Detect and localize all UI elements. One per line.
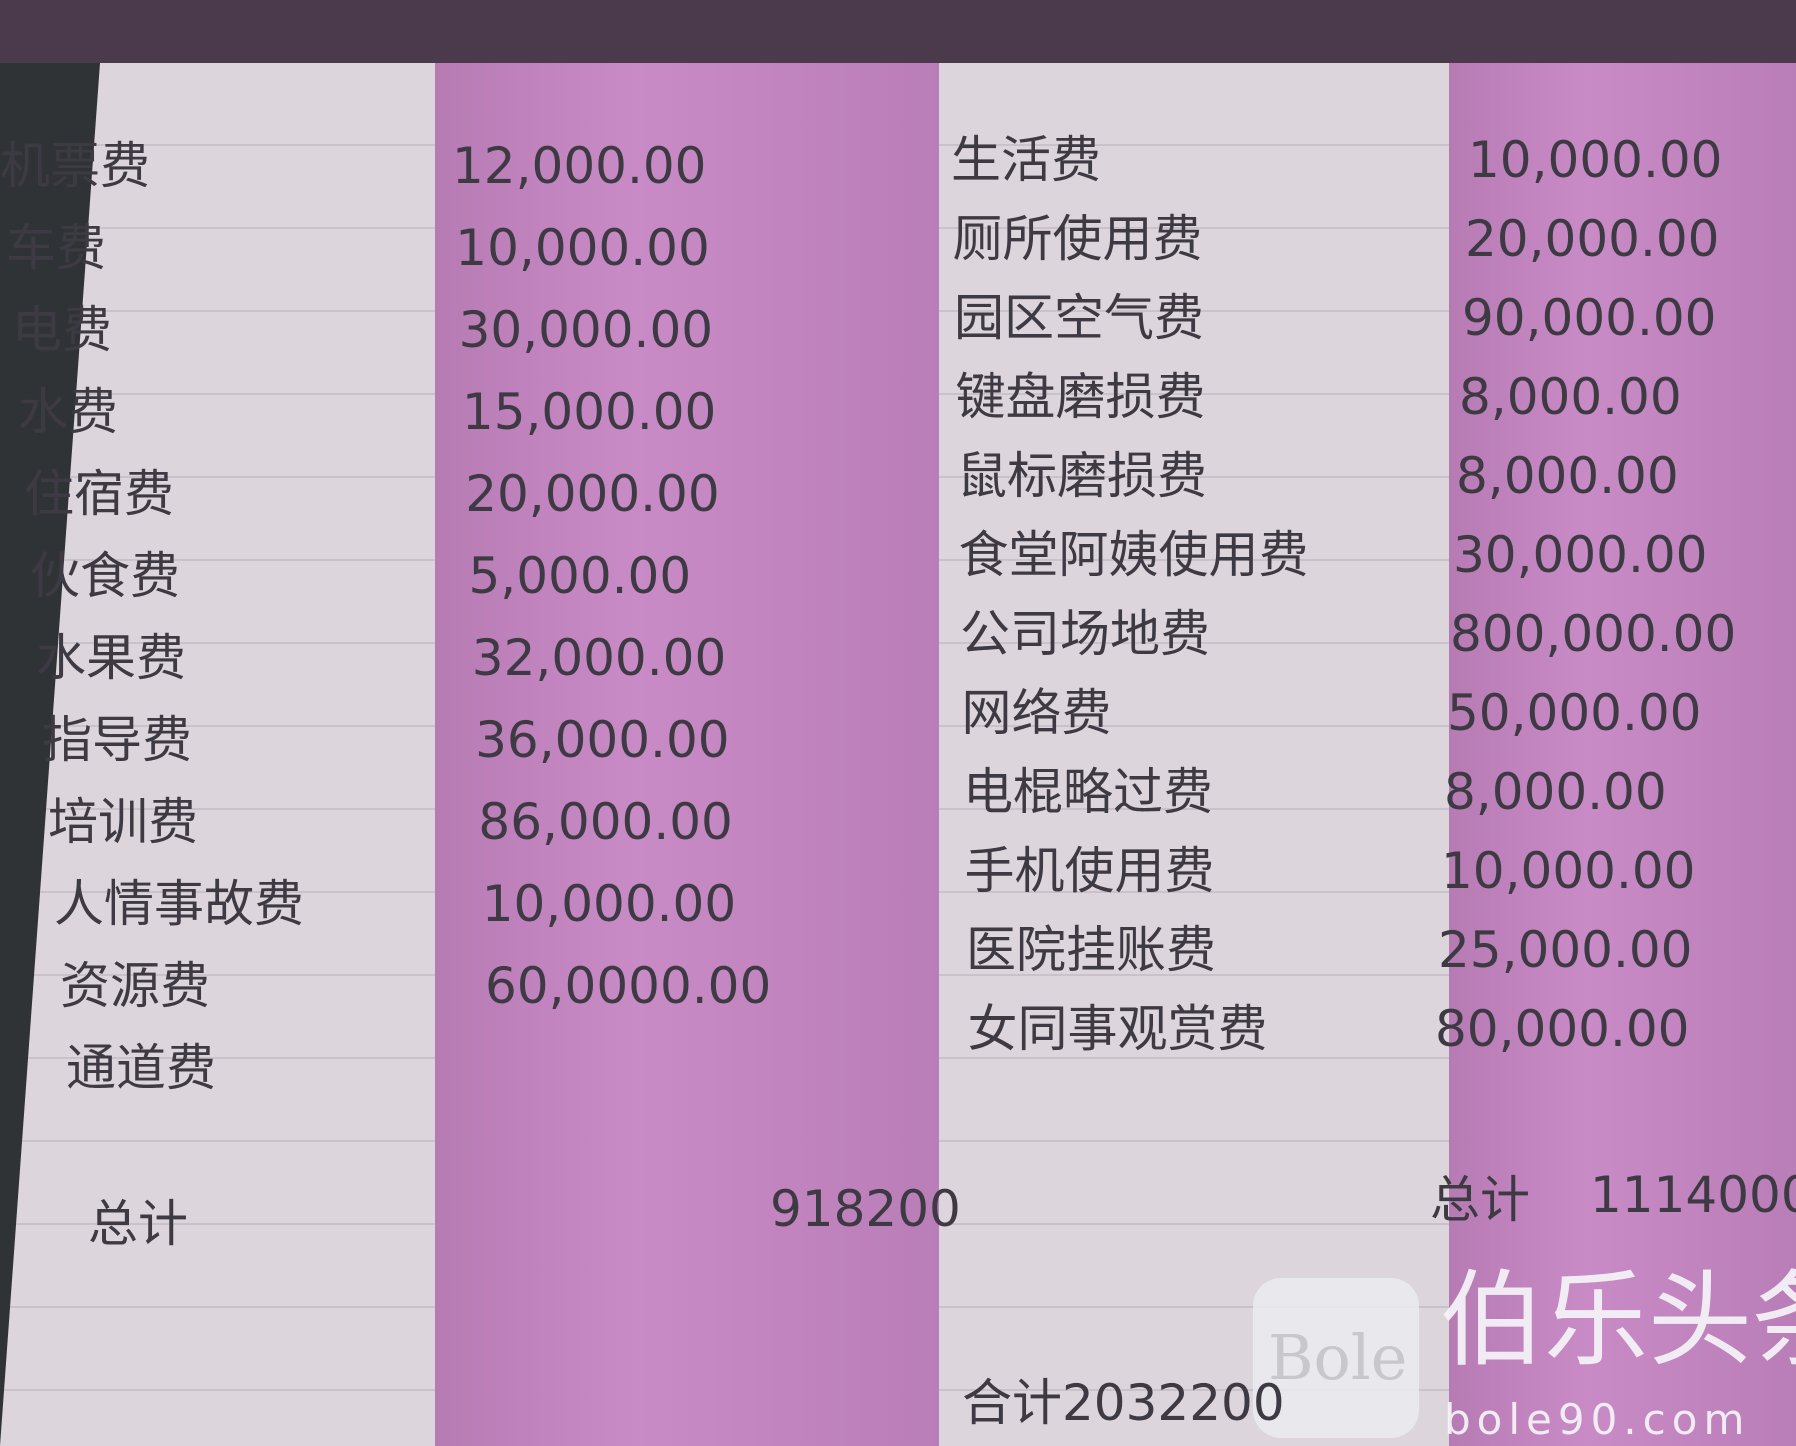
- row-value: 60,0000.00: [485, 957, 772, 1015]
- row-label: 公司场地费: [960, 605, 1210, 663]
- row-value: 8,000.00: [1444, 763, 1667, 821]
- row-value: 30,000.00: [458, 301, 714, 359]
- pink-column: [1449, 63, 1796, 1446]
- watermark-logo-box: [1253, 1278, 1419, 1438]
- row-label: 生活费: [951, 131, 1101, 189]
- row-value: 12,000.00: [452, 137, 707, 195]
- row-label: 人情事故费: [54, 875, 304, 933]
- row-value: 10,000.00: [481, 875, 737, 933]
- grand-total: 合计2032200: [962, 1374, 1285, 1432]
- row-value: 25,000.00: [1438, 921, 1693, 979]
- total-value: 1114000: [1590, 1166, 1796, 1224]
- row-label: 机票费: [0, 137, 150, 195]
- total-label: 总计: [88, 1195, 188, 1253]
- pink-column: [435, 63, 939, 1446]
- row-value: 10,000.00: [1441, 842, 1696, 900]
- row-value: 20,000.00: [465, 465, 720, 523]
- row-label: 资源费: [60, 957, 210, 1015]
- total-label: 总计: [1430, 1171, 1530, 1229]
- row-label: 键盘磨损费: [955, 368, 1206, 426]
- row-value: 15,000.00: [461, 383, 717, 441]
- watermark-url: bole90.com: [1444, 1395, 1751, 1444]
- row-label: 电费: [12, 301, 112, 359]
- row-label: 鼠标磨损费: [957, 447, 1207, 505]
- row-label: 培训费: [48, 793, 198, 851]
- row-value: 8,000.00: [1459, 368, 1682, 426]
- row-value: 30,000.00: [1453, 526, 1708, 584]
- row-label: 通道费: [66, 1039, 216, 1097]
- row-value: 800,000.00: [1450, 605, 1737, 663]
- row-value: 86,000.00: [478, 793, 733, 851]
- row-value: 8,000.00: [1456, 447, 1679, 505]
- row-label: 电棍略过费: [963, 763, 1213, 821]
- watermark-name: 伯乐头条: [1440, 1259, 1796, 1381]
- row-label: 车费: [6, 219, 106, 277]
- row-label: 食堂阿姨使用费: [958, 526, 1309, 584]
- row-value: 90,000.00: [1462, 289, 1717, 347]
- row-label: 园区空气费: [954, 289, 1204, 347]
- row-label: 水费: [18, 383, 118, 441]
- row-label: 住宿费: [24, 465, 174, 523]
- row-label: 伙食费: [30, 547, 180, 605]
- row-value: 50,000.00: [1447, 684, 1702, 742]
- row-value: 36,000.00: [475, 711, 730, 769]
- row-label: 厕所使用费: [952, 210, 1203, 268]
- row-value: 5,000.00: [468, 547, 692, 605]
- screen-bezel: [0, 63, 100, 1446]
- row-value: 20,000.00: [1465, 210, 1720, 268]
- spreadsheet: [0, 63, 1796, 1446]
- row-value: 32,000.00: [471, 629, 727, 687]
- watermark-logo: Bole: [1268, 1321, 1408, 1394]
- row-value: 10,000.00: [1468, 131, 1723, 189]
- total-value: 918200: [770, 1180, 961, 1238]
- row-label: 手机使用费: [964, 842, 1215, 900]
- row-value: 80,000.00: [1435, 1000, 1690, 1058]
- row-label: 指导费: [42, 711, 192, 769]
- row-label: 水果费: [36, 629, 186, 687]
- row-value: 10,000.00: [455, 219, 710, 277]
- row-label: 网络费: [961, 684, 1112, 742]
- row-label: 医院挂账费: [966, 921, 1216, 979]
- row-label: 女同事观赏费: [967, 1000, 1268, 1058]
